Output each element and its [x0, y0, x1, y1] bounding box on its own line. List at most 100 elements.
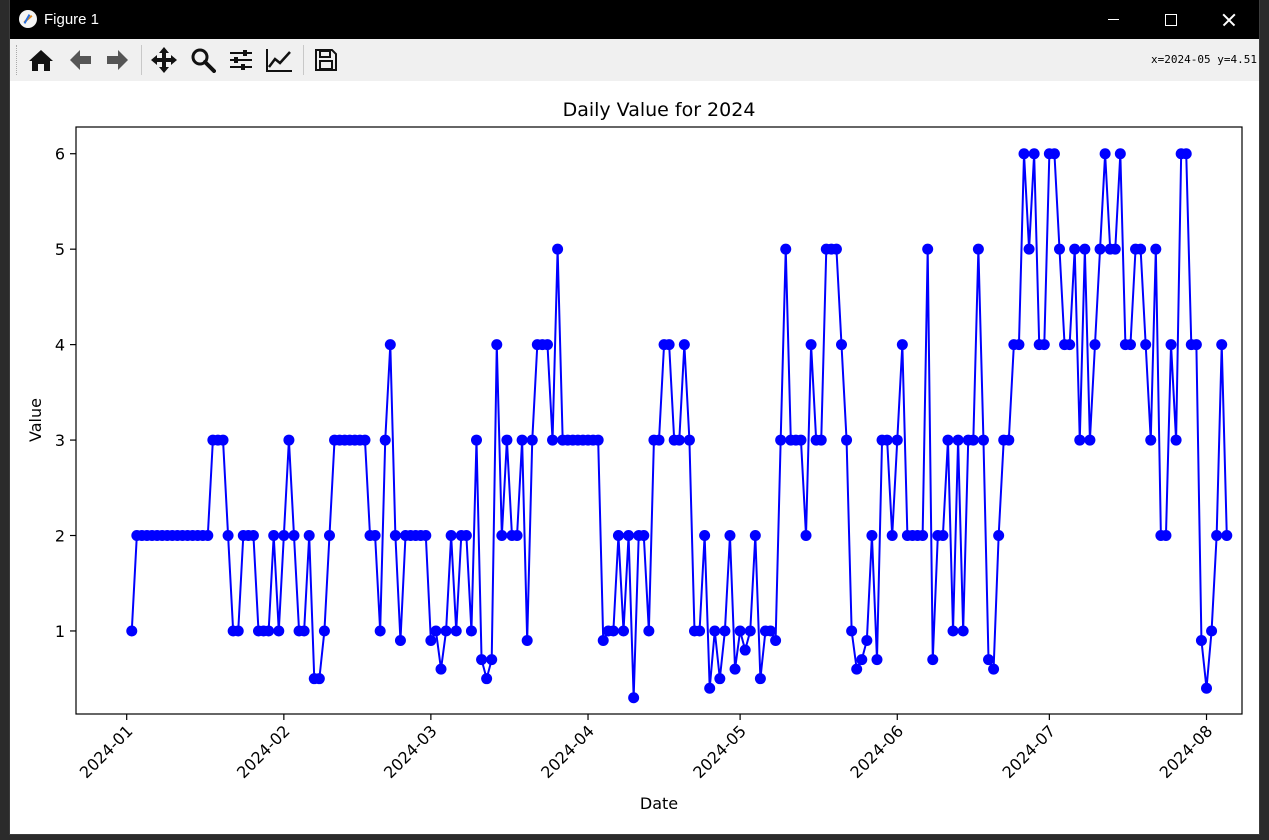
x-tick-label: 2024-07	[998, 721, 1059, 782]
data-point	[313, 673, 325, 685]
window-title: Figure 1	[44, 11, 100, 28]
data-point	[232, 625, 244, 637]
close-icon	[1222, 13, 1236, 27]
data-point	[749, 530, 761, 542]
data-point	[425, 635, 437, 647]
data-point	[983, 654, 995, 666]
data-point	[739, 644, 751, 656]
x-tick-label: 2024-03	[380, 721, 441, 782]
data-point	[1074, 434, 1086, 446]
data-point	[369, 530, 381, 542]
toolbar-grip[interactable]	[16, 45, 19, 75]
data-point	[775, 434, 787, 446]
data-point	[623, 530, 635, 542]
data-point	[841, 434, 853, 446]
configure-subplots-button[interactable]	[224, 43, 258, 77]
data-point	[1023, 243, 1035, 255]
data-point	[1135, 243, 1147, 255]
series-line	[130, 152, 1228, 699]
minimize-icon	[1107, 19, 1119, 20]
y-tick-label: 1	[55, 622, 65, 641]
data-point	[618, 625, 630, 637]
data-point	[607, 625, 619, 637]
data-point	[222, 530, 234, 542]
data-point	[800, 530, 812, 542]
back-icon	[70, 50, 91, 70]
data-point	[501, 434, 513, 446]
home-button[interactable]	[24, 43, 58, 77]
data-point	[445, 530, 457, 542]
zoom-button[interactable]	[186, 43, 220, 77]
data-point	[491, 339, 503, 351]
cursor-coordinates: x=2024-05 y=4.51	[1151, 53, 1257, 66]
data-point	[283, 434, 295, 446]
data-point	[628, 692, 640, 704]
forward-icon	[107, 50, 128, 70]
data-point	[1190, 339, 1202, 351]
data-point	[861, 635, 873, 647]
data-point	[754, 673, 766, 685]
data-point	[278, 530, 290, 542]
minimize-button[interactable]	[1084, 0, 1142, 39]
data-point	[866, 530, 878, 542]
data-point	[871, 654, 883, 666]
y-axis-label: Value	[26, 398, 45, 442]
data-point	[734, 625, 746, 637]
data-point	[851, 663, 863, 675]
data-point	[481, 673, 493, 685]
back-button[interactable]	[63, 43, 97, 77]
data-point	[770, 635, 782, 647]
save-button[interactable]	[309, 43, 343, 77]
data-point	[374, 625, 386, 637]
data-point	[881, 434, 893, 446]
data-point	[1003, 434, 1015, 446]
data-point	[526, 434, 538, 446]
figure-window: Figure 1 x=2024-05 y=4.	[10, 0, 1259, 834]
data-point	[709, 625, 721, 637]
data-point	[714, 673, 726, 685]
data-point	[1211, 530, 1223, 542]
data-point	[1150, 243, 1162, 255]
data-point	[323, 530, 335, 542]
data-point	[394, 635, 406, 647]
pan-button[interactable]	[147, 43, 181, 77]
data-point	[699, 530, 711, 542]
data-point	[1028, 148, 1040, 160]
close-button[interactable]	[1200, 0, 1258, 39]
data-point	[972, 243, 984, 255]
edit-axis-button[interactable]	[262, 43, 296, 77]
data-point	[465, 625, 477, 637]
maximize-button[interactable]	[1142, 0, 1200, 39]
data-series	[126, 148, 1233, 704]
data-point	[460, 530, 472, 542]
data-point	[937, 530, 949, 542]
data-point	[830, 243, 842, 255]
x-tick-label: 2024-05	[689, 721, 750, 782]
navigation-toolbar: x=2024-05 y=4.51	[10, 39, 1259, 81]
data-point	[592, 434, 604, 446]
data-point	[1094, 243, 1106, 255]
data-point	[476, 654, 488, 666]
x-axis-label: Date	[640, 794, 678, 813]
data-point	[1124, 339, 1136, 351]
data-point	[795, 434, 807, 446]
data-point	[836, 339, 847, 351]
forward-button[interactable]	[101, 43, 135, 77]
data-point	[389, 530, 401, 542]
y-tick-label: 6	[55, 145, 65, 164]
data-point	[420, 530, 432, 542]
data-point	[744, 625, 756, 637]
data-point	[729, 663, 741, 675]
data-point	[450, 625, 462, 637]
data-point	[638, 530, 650, 542]
data-point	[1079, 243, 1091, 255]
data-point	[967, 434, 979, 446]
data-point	[724, 530, 736, 542]
data-point	[1013, 339, 1025, 351]
pan-icon	[151, 47, 177, 73]
data-point	[1064, 339, 1076, 351]
maximize-icon	[1165, 13, 1177, 26]
data-point	[993, 530, 1005, 542]
toolbar-separator	[141, 45, 142, 75]
